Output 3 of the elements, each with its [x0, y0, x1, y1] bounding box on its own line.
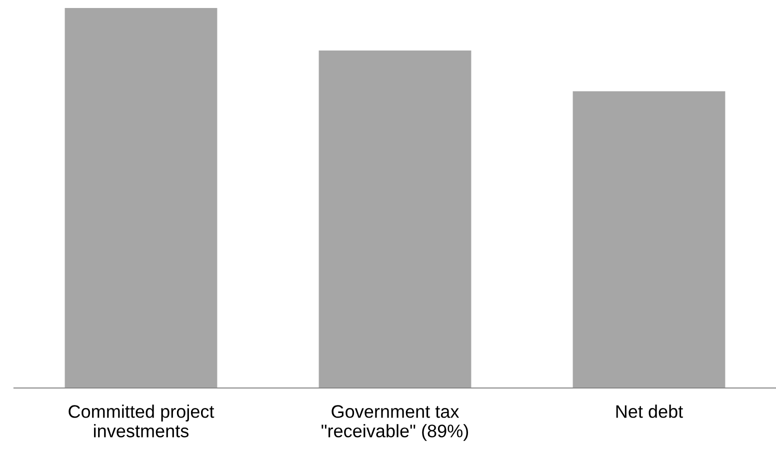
- x-tick-label: Committed project investments: [68, 404, 214, 438]
- x-tick-label: Net debt: [616, 404, 683, 418]
- x-tick-label: Government tax "receivable" (89%): [322, 405, 468, 441]
